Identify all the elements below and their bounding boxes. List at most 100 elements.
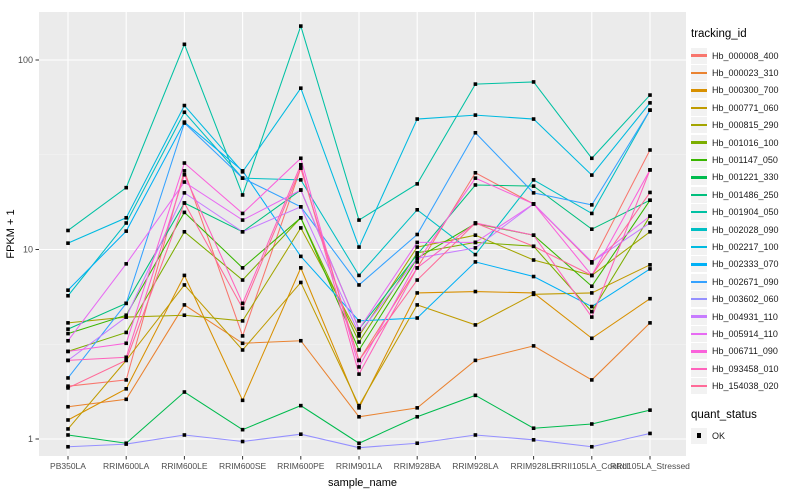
legend-key: [691, 99, 707, 116]
legend-key: [691, 427, 707, 444]
legend-key: [691, 325, 707, 342]
data-point: [531, 80, 536, 84]
legend: tracking_id Hb_000008_400 Hb_000023_310 Hb…: [691, 28, 799, 444]
legend-key: [691, 221, 707, 238]
data-point: [531, 184, 536, 188]
data-point: [182, 110, 187, 115]
data-point: [240, 218, 245, 222]
data-point: [473, 252, 478, 257]
legend-entry: Hb_001486_250: [691, 186, 799, 203]
legend-key: [691, 117, 707, 134]
data-point: [473, 176, 478, 180]
legend-key: [691, 378, 707, 395]
data-point: [415, 278, 419, 282]
data-point: [182, 161, 187, 165]
legend-entry: Hb_002333_070: [691, 256, 799, 273]
data-point: [66, 288, 70, 292]
legend-entry: Hb_006711_090: [691, 343, 799, 360]
legend-key: [691, 169, 707, 186]
data-point: [299, 156, 303, 161]
data-point: [590, 211, 594, 216]
y-tick-label: 100: [18, 55, 33, 65]
legend-entry-label: Hb_000815_290: [712, 120, 779, 131]
data-point: [357, 372, 361, 376]
data-point: [473, 240, 478, 245]
legend-key: [691, 360, 707, 377]
line-swatch-icon: [691, 89, 707, 92]
legend-key: [691, 343, 707, 360]
data-point: [648, 93, 652, 97]
data-point: [590, 378, 594, 382]
data-point: [648, 221, 652, 225]
legend-entry: Hb_002028_090: [691, 221, 799, 238]
data-point: [182, 283, 187, 287]
quant-status-legend-entry: OK: [691, 427, 799, 444]
data-point: [648, 267, 652, 271]
data-point: [182, 169, 187, 173]
legend-entry: Hb_093458_010: [691, 360, 799, 377]
data-point: [473, 246, 478, 250]
data-point: [124, 442, 128, 446]
data-point: [473, 323, 478, 327]
data-point: [240, 334, 245, 338]
data-point: [124, 330, 128, 335]
legend-entry-label: Hb_006711_090: [712, 346, 778, 357]
data-point: [590, 291, 594, 295]
data-point: [531, 233, 536, 237]
x-tick-label: RRIM600PE: [277, 461, 325, 471]
data-point: [531, 344, 536, 348]
data-point: [66, 241, 70, 245]
data-point: [415, 245, 419, 249]
line-swatch-icon: [691, 245, 707, 249]
data-point: [182, 390, 187, 394]
legend-entry: Hb_001904_050: [691, 204, 799, 221]
line-swatch-icon: [691, 228, 707, 231]
data-point: [415, 232, 419, 237]
data-point: [357, 283, 361, 287]
data-point: [648, 198, 652, 203]
data-point: [590, 309, 594, 314]
data-point: [299, 432, 303, 437]
line-swatch-icon: [691, 193, 707, 196]
data-point: [299, 254, 303, 259]
line-swatch-icon: [691, 54, 707, 57]
data-point: [415, 316, 419, 320]
point-swatch-icon: [696, 433, 702, 438]
data-point: [531, 438, 536, 442]
data-point: [590, 227, 594, 231]
line-swatch-icon: [691, 350, 707, 353]
data-point: [299, 24, 303, 28]
data-point: [531, 258, 536, 262]
data-point: [357, 406, 361, 410]
data-point: [299, 280, 303, 285]
data-point: [240, 306, 245, 311]
data-point: [648, 229, 652, 234]
x-axis-title: sample_name: [328, 477, 397, 489]
data-point: [415, 182, 419, 186]
data-point: [182, 229, 187, 234]
data-point: [240, 176, 245, 180]
data-point: [240, 398, 245, 403]
legend-entry: Hb_001147_050: [691, 151, 799, 169]
data-point: [648, 214, 652, 218]
data-point: [240, 169, 245, 173]
data-point: [66, 293, 70, 298]
line-swatch-icon: [691, 124, 707, 127]
data-point: [240, 211, 245, 216]
data-point: [590, 304, 594, 309]
x-tick-label: RRIM600LE: [161, 461, 208, 471]
data-point: [240, 229, 245, 234]
line-swatch-icon: [691, 71, 707, 75]
data-point: [473, 260, 478, 264]
data-point: [473, 233, 478, 237]
data-point: [66, 327, 70, 331]
x-tick-label: RRIM928LE: [510, 461, 557, 471]
data-point: [182, 273, 187, 278]
legend-entry: Hb_000023_310: [691, 64, 799, 82]
legend-entry-label: Hb_001904_050: [712, 207, 779, 218]
legend-key: [691, 291, 707, 308]
data-point: [415, 240, 419, 245]
data-point: [473, 82, 478, 86]
data-point: [357, 273, 361, 278]
data-point: [590, 173, 594, 177]
